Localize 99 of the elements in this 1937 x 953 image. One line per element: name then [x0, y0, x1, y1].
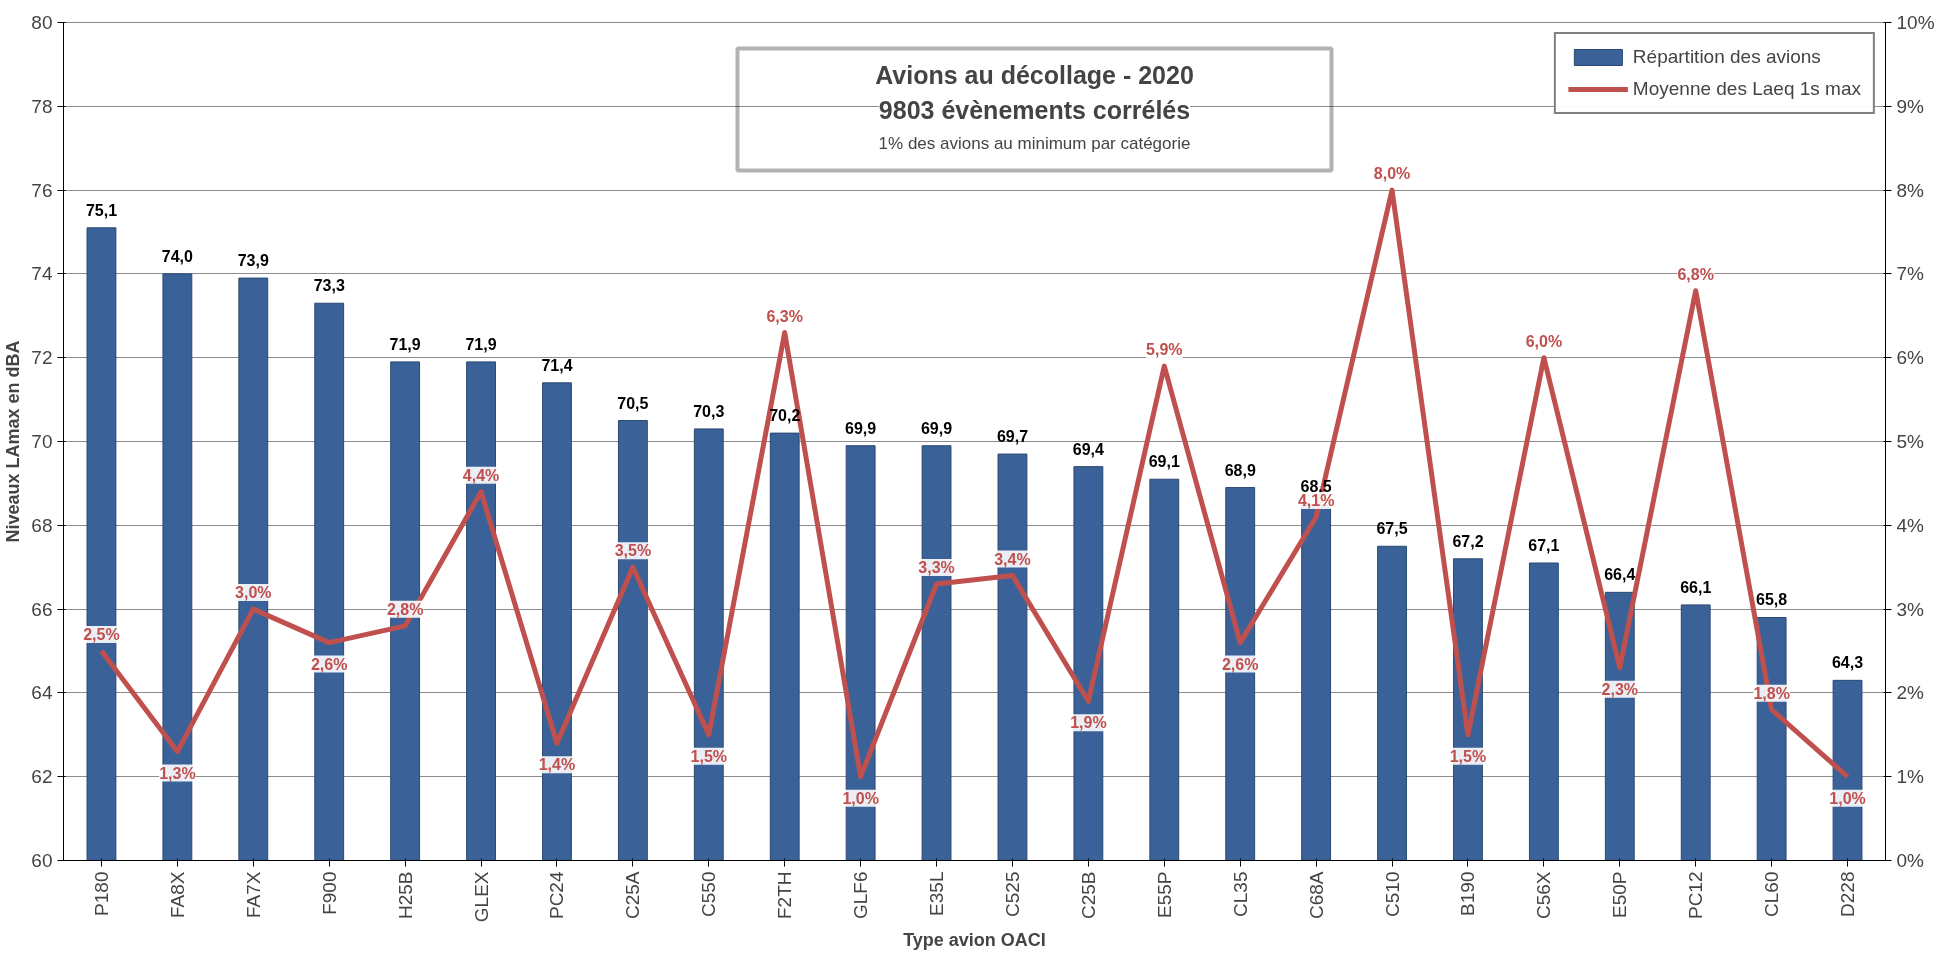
- data-label: 67,1: [1528, 537, 1560, 555]
- data-label: 6,0%: [1525, 332, 1563, 350]
- data-label: 3,4%: [994, 550, 1031, 568]
- x-tick-label: B190: [1457, 871, 1479, 916]
- data-label: 5,9%: [1146, 341, 1183, 359]
- data-label: 71,4: [541, 356, 573, 374]
- annotation: 1% des avions au minimum par catégorie: [878, 133, 1191, 153]
- x-tick-label: C550: [698, 871, 720, 917]
- data-label: 71,9: [389, 335, 421, 353]
- data-label: 1,0%: [842, 789, 879, 807]
- y-axis-title: Niveaux LAmax en dBA: [3, 340, 24, 543]
- data-label: 73,9: [237, 252, 269, 270]
- x-tick-label: CL60: [1761, 871, 1783, 917]
- y2-tick-label: 3%: [1896, 598, 1925, 620]
- data-label: 64,3: [1831, 654, 1864, 672]
- x-tick-label: FA7X: [242, 871, 264, 918]
- x-tick-label: P180: [90, 871, 112, 916]
- y-tick-label: 68: [31, 514, 53, 536]
- data-label: 75,1: [85, 201, 118, 219]
- data-label: 69,9: [845, 419, 877, 437]
- data-label: 3,5%: [614, 542, 652, 560]
- y-tick-label: 78: [31, 95, 53, 117]
- x-tick-label: C525: [1001, 871, 1023, 917]
- data-label: 2,5%: [83, 626, 120, 643]
- y2-tick-label: 5%: [1896, 431, 1925, 452]
- y-tick-label: 74: [31, 263, 53, 285]
- data-label: 6,8%: [1677, 265, 1714, 283]
- x-tick-label: F900: [318, 871, 340, 915]
- data-label: 69,4: [1072, 440, 1105, 458]
- data-label: 70,5: [617, 394, 649, 412]
- y2-tick-label: 0%: [1896, 850, 1925, 871]
- y2-tick-label: 4%: [1896, 514, 1925, 536]
- x-tick-label: E35L: [926, 871, 948, 916]
- x-tick-label: H25B: [394, 871, 416, 920]
- data-label: 67,2: [1452, 532, 1484, 550]
- data-label: 1,8%: [1753, 684, 1790, 702]
- y-tick-label: 66: [31, 598, 53, 620]
- x-tick-label: C510: [1381, 871, 1403, 917]
- x-tick-label: PC24: [546, 871, 568, 920]
- x-tick-label: GLF6: [850, 871, 872, 920]
- data-label: 1,0%: [1829, 789, 1866, 807]
- x-tick-label: PC12: [1685, 871, 1707, 920]
- data-label: 65,8: [1756, 591, 1788, 609]
- data-label: 3,0%: [235, 584, 272, 602]
- data-label: 6,3%: [766, 307, 803, 325]
- data-label: 1,5%: [690, 747, 728, 765]
- legend-label: Moyenne des Laeq 1s max: [1632, 78, 1861, 100]
- data-label: 69,1: [1148, 453, 1180, 471]
- data-label: 69,7: [996, 428, 1029, 446]
- x-tick-label: E55P: [1153, 871, 1175, 918]
- legend-label: Répartition des avions: [1632, 46, 1821, 68]
- y2-tick-label: 1%: [1896, 766, 1925, 788]
- data-label: 66,1: [1680, 578, 1712, 596]
- x-tick-label: GLEX: [470, 871, 492, 923]
- y-tick-label: 80: [31, 12, 53, 33]
- text: Avions au décollage - 2020: [875, 60, 1194, 89]
- x-tick-label: C56X: [1533, 871, 1555, 920]
- data-label: 71,9: [465, 335, 497, 353]
- data-label: 3,3%: [918, 558, 955, 576]
- data-label: 67,5: [1376, 520, 1408, 538]
- y-tick-label: 72: [31, 347, 53, 369]
- y2-tick-label: 8%: [1896, 179, 1925, 201]
- x-tick-label: F2TH: [774, 871, 796, 919]
- x-axis-title: Type avion OACI: [903, 930, 1046, 951]
- data-label: 1,9%: [1070, 714, 1107, 732]
- x-tick-label: C68A: [1305, 871, 1327, 920]
- data-label: 2,6%: [310, 655, 348, 673]
- data-label: 74,0: [161, 247, 194, 265]
- y-tick-label: 70: [31, 431, 53, 452]
- data-label: 2,8%: [386, 600, 424, 618]
- data-label: 1,5%: [1449, 747, 1487, 765]
- data-label: 4,4%: [462, 466, 500, 484]
- data-label: 8,0%: [1373, 165, 1411, 183]
- data-label: 1,3%: [159, 764, 196, 782]
- y2-tick-label: 6%: [1896, 347, 1925, 369]
- y-tick-label: 60: [31, 850, 53, 871]
- y-tick-label: 64: [31, 682, 53, 704]
- x-tick-label: FA8X: [166, 871, 188, 918]
- data-label: 69,9: [920, 419, 953, 437]
- data-label: 4,1%: [1297, 491, 1335, 509]
- y2-tick-label: 9%: [1896, 95, 1925, 117]
- y-tick-label: 62: [31, 766, 53, 788]
- x-tick-label: CL35: [1229, 871, 1251, 917]
- x-tick-label: C25A: [622, 871, 644, 920]
- data-label: 2,6%: [1221, 655, 1259, 673]
- data-label: 1,4%: [538, 756, 576, 774]
- y2-tick-label: 10%: [1896, 12, 1935, 33]
- data-label: 70,3: [693, 402, 725, 420]
- data-label: 68,9: [1224, 461, 1256, 479]
- y2-tick-label: 2%: [1896, 682, 1925, 704]
- x-tick-label: E50P: [1609, 871, 1631, 918]
- y-tick-label: 76: [31, 179, 53, 201]
- data-label: 73,3: [313, 277, 345, 295]
- text: 9803 évènements corrélés: [878, 95, 1191, 124]
- x-tick-label: C25B: [1077, 871, 1099, 920]
- data-label: 2,3%: [1601, 680, 1639, 698]
- data-label: 66,4: [1604, 566, 1636, 584]
- y2-tick-label: 7%: [1896, 263, 1925, 285]
- x-tick-label: D228: [1837, 871, 1859, 917]
